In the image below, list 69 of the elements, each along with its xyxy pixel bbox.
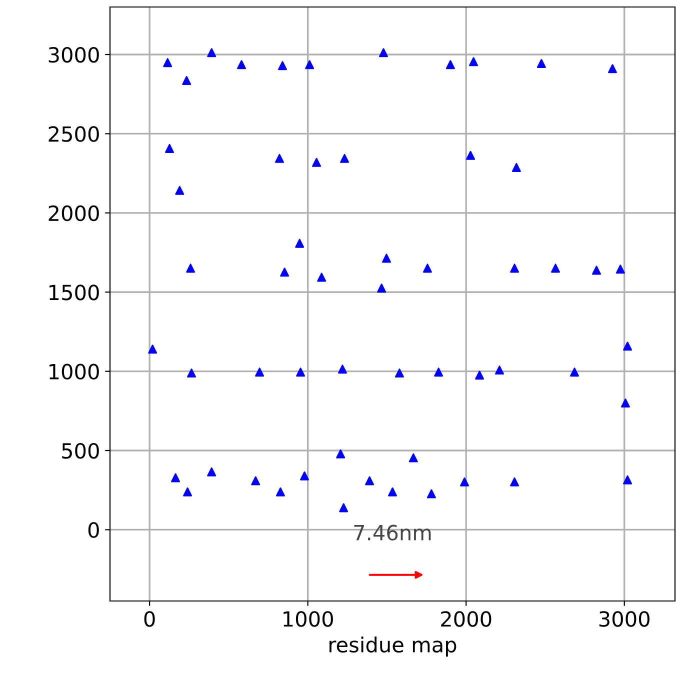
point bbox=[378, 48, 388, 58]
point bbox=[616, 264, 625, 274]
point bbox=[182, 76, 192, 85]
point bbox=[608, 64, 617, 74]
annotation: 7.46nm bbox=[354, 524, 431, 541]
y-tick-label: 0 bbox=[88, 522, 99, 538]
y-tick-label: 500 bbox=[62, 442, 99, 459]
point bbox=[171, 473, 180, 482]
point bbox=[620, 398, 630, 408]
point bbox=[388, 487, 397, 496]
point bbox=[336, 449, 346, 458]
point bbox=[460, 477, 470, 486]
point bbox=[278, 61, 288, 70]
x-tick-label: 1000 bbox=[284, 611, 333, 627]
point bbox=[623, 342, 632, 351]
point bbox=[165, 144, 174, 153]
point bbox=[186, 264, 196, 273]
point bbox=[494, 366, 504, 375]
point bbox=[305, 60, 314, 70]
point bbox=[312, 158, 322, 167]
point bbox=[255, 368, 264, 377]
point bbox=[510, 264, 520, 273]
point bbox=[251, 476, 260, 486]
point bbox=[338, 364, 347, 374]
point bbox=[394, 368, 404, 378]
point bbox=[276, 487, 285, 496]
x-axis-title: residue map bbox=[330, 636, 456, 657]
point bbox=[163, 58, 172, 68]
point bbox=[592, 266, 601, 275]
x-tick-label: 0 bbox=[144, 611, 155, 627]
y-tick-label: 1500 bbox=[50, 284, 99, 300]
point bbox=[300, 471, 310, 480]
point bbox=[148, 344, 158, 354]
point bbox=[377, 284, 386, 293]
point bbox=[466, 150, 476, 160]
point bbox=[408, 453, 418, 462]
x-tick-label: 3000 bbox=[599, 611, 650, 627]
point bbox=[551, 264, 560, 273]
point bbox=[422, 264, 432, 273]
point bbox=[280, 268, 290, 277]
point bbox=[570, 368, 579, 377]
point bbox=[183, 487, 192, 496]
point bbox=[237, 60, 246, 70]
x-tick-label: 2000 bbox=[441, 611, 492, 627]
point bbox=[446, 60, 455, 70]
point bbox=[317, 272, 326, 282]
y-tick-label: 3000 bbox=[48, 46, 99, 63]
point bbox=[207, 48, 216, 58]
point bbox=[340, 154, 350, 163]
point bbox=[275, 154, 284, 163]
point bbox=[296, 368, 306, 377]
point bbox=[175, 186, 184, 195]
point bbox=[510, 477, 520, 486]
y-tick-label: 2500 bbox=[48, 126, 99, 142]
point bbox=[295, 238, 304, 248]
point bbox=[365, 476, 374, 486]
y-tick-label: 2000 bbox=[48, 205, 99, 222]
point bbox=[339, 503, 348, 512]
point bbox=[469, 57, 478, 66]
point bbox=[623, 475, 632, 484]
point bbox=[426, 489, 436, 498]
point bbox=[536, 59, 546, 68]
point bbox=[207, 467, 216, 476]
point bbox=[434, 368, 444, 377]
point bbox=[382, 254, 391, 263]
y-tick-label: 1000 bbox=[50, 364, 99, 380]
point bbox=[512, 162, 521, 172]
point bbox=[187, 368, 196, 378]
point bbox=[475, 370, 484, 380]
